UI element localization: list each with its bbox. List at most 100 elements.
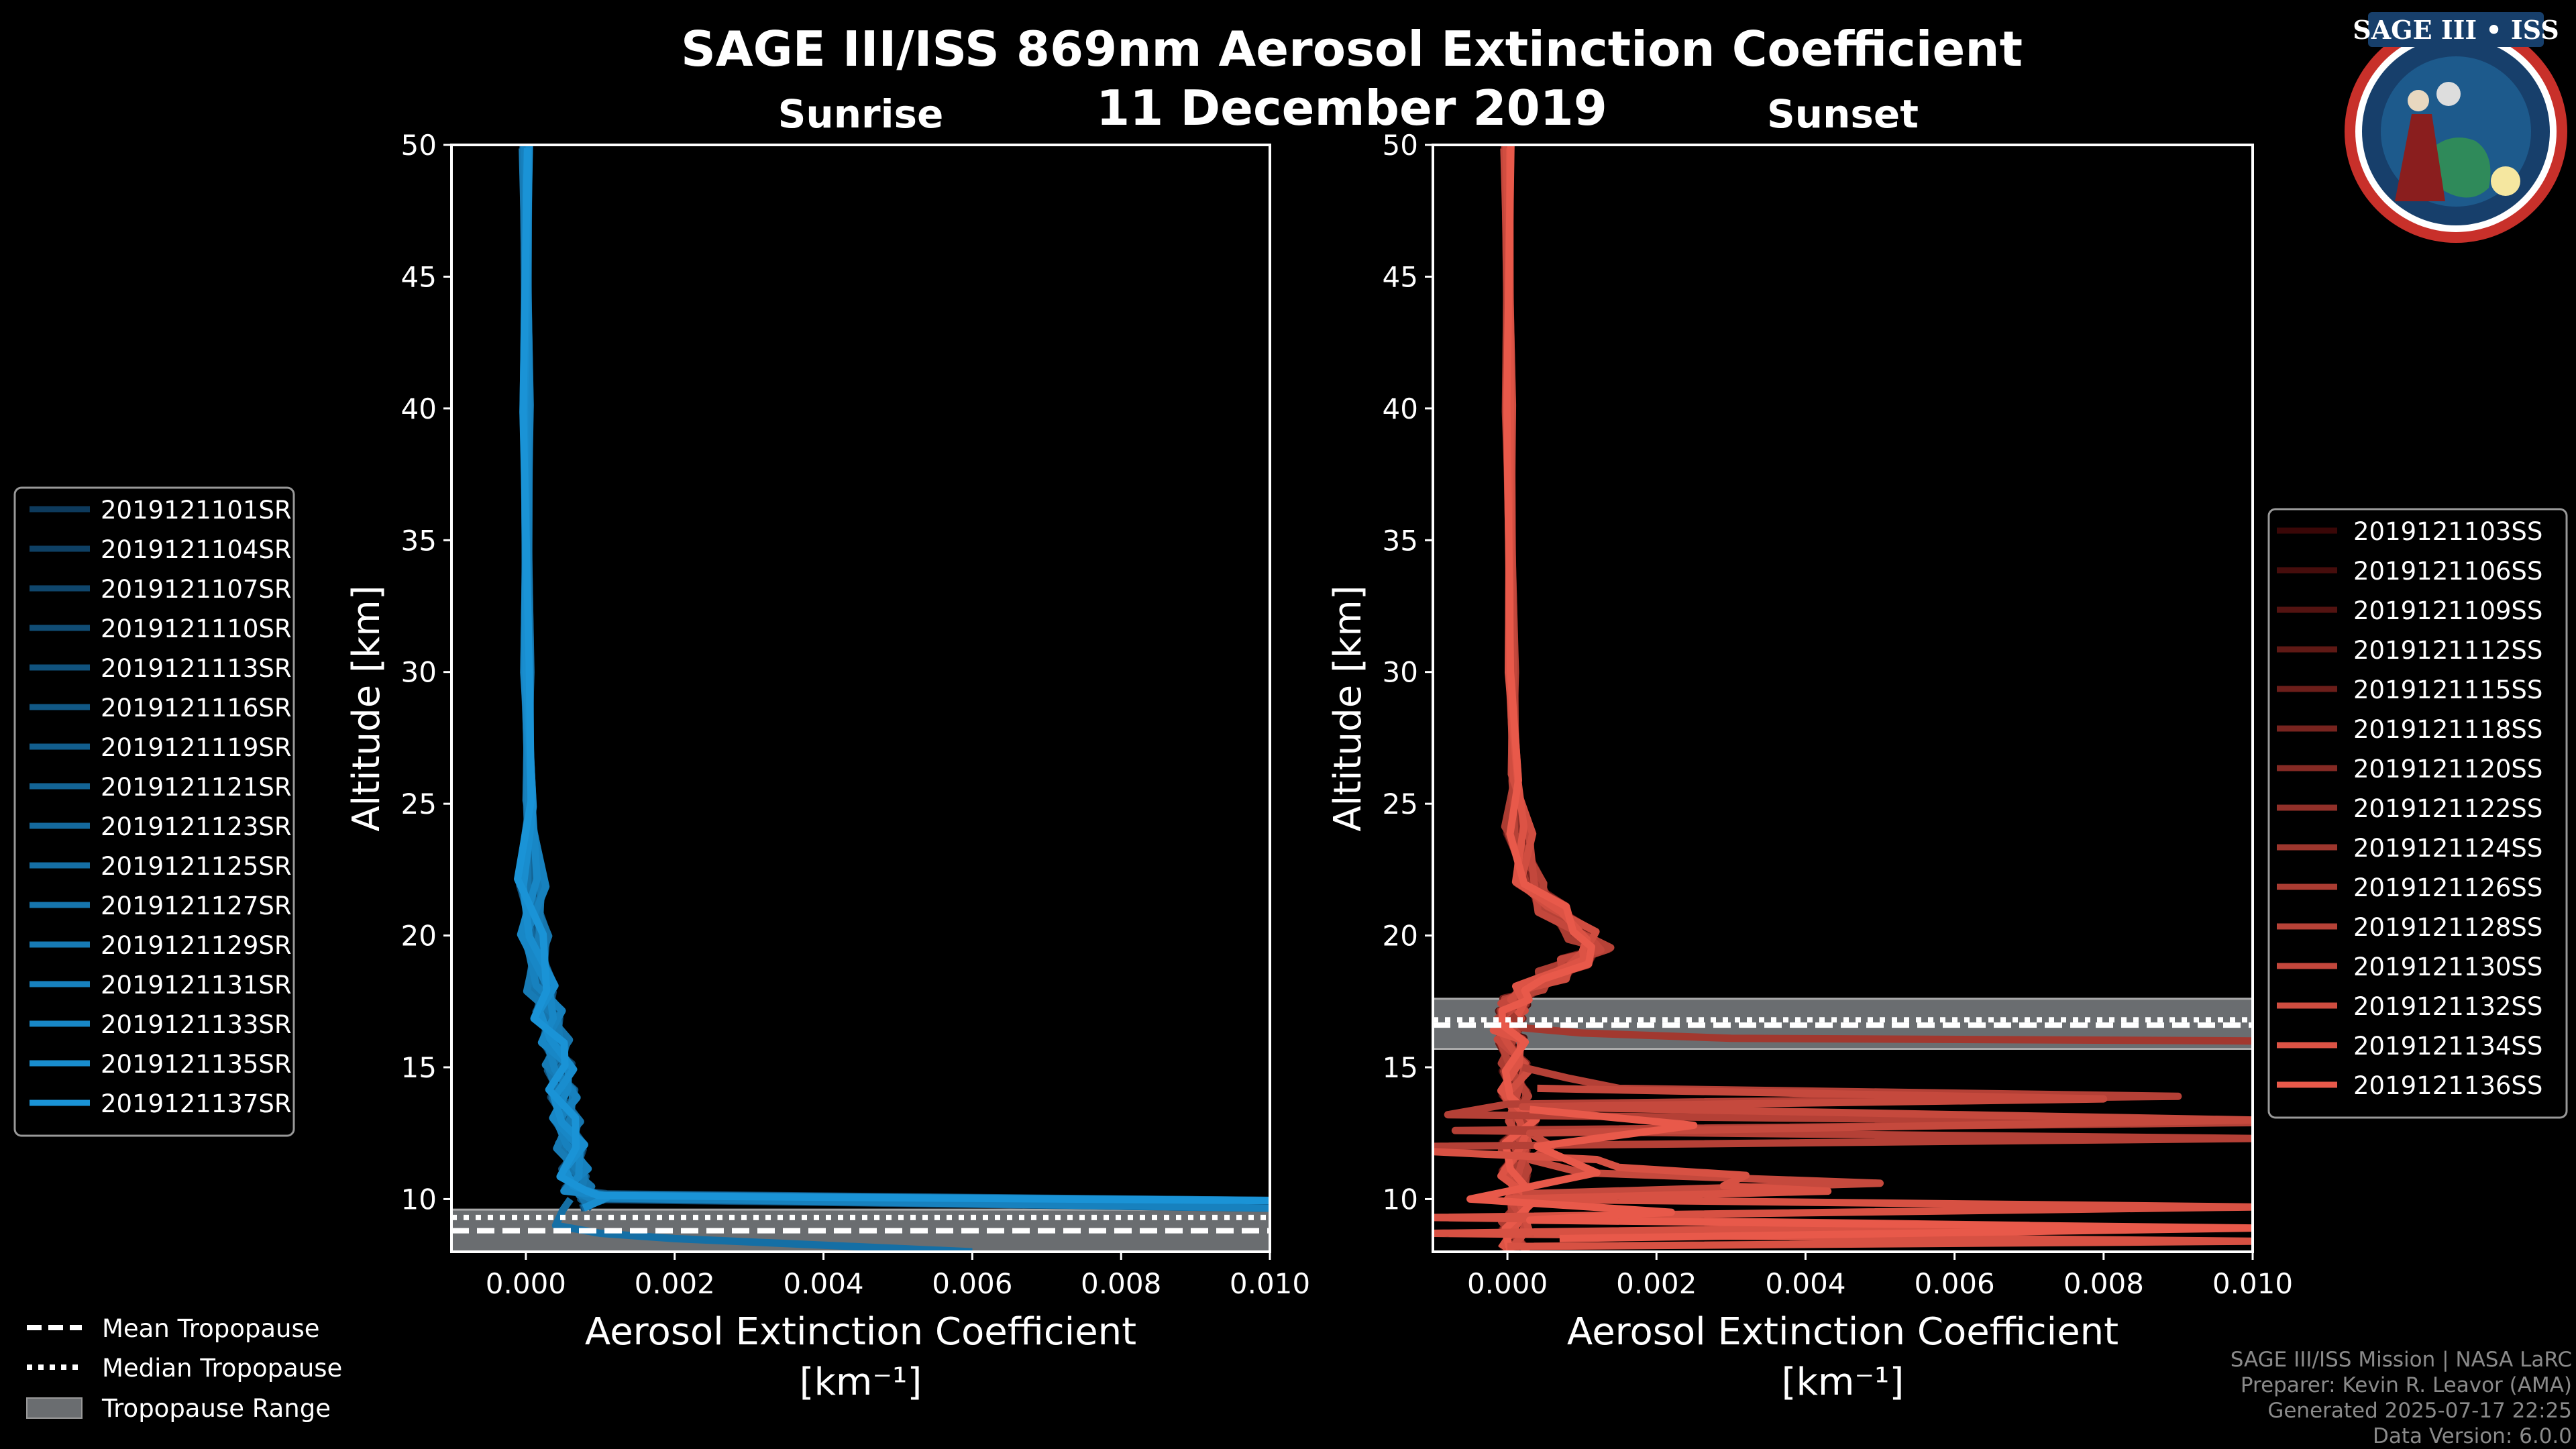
- y-tick-label: 20: [1383, 920, 1418, 953]
- y-tick-label: 50: [1383, 129, 1418, 162]
- x-axis-unit: [km⁻¹]: [1782, 1360, 1904, 1404]
- x-tick-label: 0.006: [1915, 1267, 1995, 1300]
- y-tick-label: 15: [1383, 1051, 1418, 1084]
- x-tick-label: 0.004: [1765, 1267, 1845, 1300]
- legend-entry: 2019121103SS: [2353, 517, 2542, 546]
- figure-date: 11 December 2019: [1096, 80, 1607, 136]
- legend-entry: 2019121123SR: [101, 812, 292, 841]
- profile-line-2019121119SR: [520, 145, 1270, 1212]
- legend-entry: 2019121109SS: [2353, 596, 2542, 625]
- x-tick-label: 0.000: [1467, 1267, 1548, 1300]
- tropopause-legend: Mean Tropopause Median Tropopause Tropop…: [26, 1314, 342, 1423]
- profile-line-2019121101SR: [518, 145, 1270, 1212]
- y-tick-label: 40: [401, 392, 437, 425]
- x-tick-label: 0.006: [932, 1267, 1012, 1300]
- y-tick-label: 25: [401, 788, 437, 820]
- legend-entry: 2019121129SR: [101, 931, 292, 960]
- footer-line: Data Version: 6.0.0: [2373, 1424, 2572, 1448]
- y-tick-label: 45: [401, 260, 437, 293]
- figure-title: SAGE III/ISS 869nm Aerosol Extinction Co…: [681, 21, 2023, 77]
- legend-entry: 2019121118SS: [2353, 715, 2542, 744]
- y-tick-label: 10: [401, 1183, 437, 1216]
- legend-entry: 2019121137SR: [101, 1089, 292, 1118]
- footer-line: Generated 2025-07-17 22:25: [2267, 1399, 2572, 1423]
- axes-frame: [450, 144, 1271, 1253]
- profile-line-segment: [1433, 1063, 2253, 1150]
- y-tick-label: 45: [1383, 260, 1418, 293]
- legend-entry: 2019121133SR: [101, 1010, 292, 1039]
- x-tick-label: 0.010: [2212, 1267, 2293, 1300]
- legend-entry: 2019121116SR: [101, 694, 292, 722]
- y-axis-label: Altitude [km]: [1326, 585, 1370, 831]
- x-tick-label: 0.002: [635, 1267, 715, 1300]
- y-tick-label: 10: [1383, 1183, 1418, 1216]
- legend-entry: 2019121125SR: [101, 852, 292, 881]
- y-tick-label: 35: [401, 524, 437, 557]
- footer-line: Preparer: Kevin R. Leavor (AMA): [2241, 1373, 2572, 1397]
- legend-entry: 2019121131SR: [101, 971, 292, 1000]
- profile-line-segment: [1466, 1106, 2253, 1242]
- profile-line-2019121137SR: [514, 148, 1270, 1205]
- legend-mean-tropopause: Mean Tropopause: [102, 1314, 320, 1343]
- legend-entry: 2019121101SR: [101, 496, 292, 525]
- legend-entry: 2019121122SS: [2353, 794, 2542, 823]
- logo-text: SAGE III • ISS: [2353, 15, 2559, 45]
- y-tick-label: 50: [401, 129, 437, 162]
- y-tick-label: 25: [1383, 788, 1418, 820]
- legend-entry: 2019121120SS: [2353, 755, 2542, 784]
- legend-frame: [13, 486, 295, 1137]
- legend-entry: 2019121107SR: [101, 575, 292, 604]
- legend-entry: 2019121110SR: [101, 614, 292, 643]
- legend-entry: 2019121130SS: [2353, 953, 2542, 981]
- plot-area: [1433, 145, 2253, 1252]
- profile-line-2019121131SR: [521, 145, 1270, 1212]
- legend-entry: 2019121134SS: [2353, 1032, 2542, 1061]
- sage-iii-iss-logo: SAGE III • ISS: [2345, 12, 2567, 243]
- legend-entry: 2019121104SR: [101, 535, 292, 564]
- y-tick-label: 20: [401, 920, 437, 953]
- y-tick-label: 40: [1383, 392, 1418, 425]
- x-tick-label: 0.002: [1616, 1267, 1697, 1300]
- x-axis-label: Aerosol Extinction Coefficient: [1567, 1310, 2118, 1354]
- panel-title-sunrise: Sunrise: [778, 91, 944, 137]
- y-tick-label: 30: [401, 656, 437, 689]
- footer-line: SAGE III/ISS Mission | NASA LaRC: [2231, 1348, 2572, 1372]
- legend-entry: 2019121128SS: [2353, 913, 2542, 942]
- x-axis-label: Aerosol Extinction Coefficient: [585, 1310, 1136, 1354]
- legend-entry: 2019121135SR: [101, 1050, 292, 1079]
- x-axis-unit: [km⁻¹]: [800, 1360, 922, 1404]
- plot-area: [451, 145, 1270, 1252]
- sunrise-panel: 0.000 0.002 0.004 0.006 0.008 0.010 10 15 20 25 30…: [13, 129, 1310, 1404]
- series-legend: 2019121101SR 2019121104SR 2019121107SR 2019…: [13, 486, 295, 1137]
- profile-line-2019121125SR: [514, 148, 1270, 1204]
- legend-frame: [2267, 508, 2568, 1119]
- x-tick-label: 0.010: [1230, 1267, 1310, 1300]
- legend-entry: 2019121121SR: [101, 773, 292, 802]
- legend-entry: 2019121115SS: [2353, 676, 2542, 704]
- footer-credits: SAGE III/ISS Mission | NASA LaRC Prepare…: [2231, 1348, 2572, 1448]
- legend-entry: 2019121119SR: [101, 733, 292, 762]
- y-axis-label: Altitude [km]: [345, 585, 388, 831]
- y-tick-label: 15: [401, 1051, 437, 1084]
- series-legend: 2019121103SS 2019121106SS 2019121109SS 2019…: [2267, 508, 2568, 1119]
- x-tick-label: 0.008: [1081, 1267, 1161, 1300]
- legend-entry: 2019121136SS: [2353, 1071, 2542, 1100]
- legend-entry: 2019121106SS: [2353, 557, 2542, 586]
- x-tick-label: 0.004: [783, 1267, 863, 1300]
- y-tick-label: 30: [1383, 656, 1418, 689]
- x-tick-label: 0.000: [486, 1267, 566, 1300]
- legend-entry: 2019121124SS: [2353, 834, 2542, 863]
- axes-frame: [1432, 144, 2254, 1253]
- profile-line-segment: [551, 1197, 973, 1252]
- legend-entry: 2019121126SS: [2353, 873, 2542, 902]
- sunset-panel: 0.000 0.002 0.004 0.006 0.008 0.010 10 15 20 25 30…: [1326, 129, 2568, 1404]
- legend-entry: 2019121127SR: [101, 892, 292, 920]
- x-tick-label: 0.008: [2063, 1267, 2144, 1300]
- legend-median-tropopause: Median Tropopause: [102, 1354, 342, 1383]
- panel-title-sunset: Sunset: [1767, 91, 1919, 137]
- legend-entry: 2019121132SS: [2353, 992, 2542, 1021]
- profile-line-2019121110SR: [515, 148, 1270, 1204]
- legend-entry: 2019121112SS: [2353, 636, 2542, 665]
- y-tick-label: 35: [1383, 524, 1418, 557]
